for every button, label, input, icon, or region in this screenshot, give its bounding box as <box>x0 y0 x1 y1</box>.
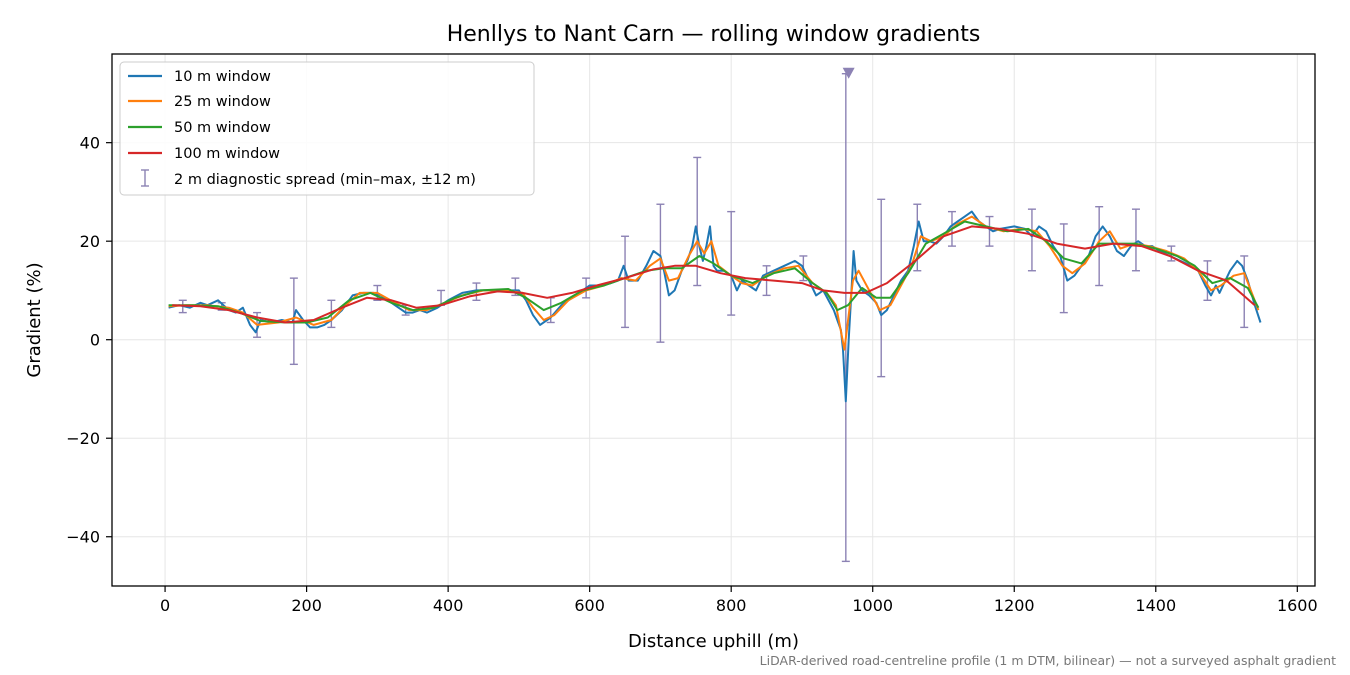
x-tick-label: 800 <box>716 596 747 615</box>
axis-ticks: 0 200 400 600 800 1000 1200 1400 1600 −40 −20 0 20 40 <box>66 134 1317 615</box>
errorbar <box>693 156 702 287</box>
errorbar <box>1203 260 1212 301</box>
x-tick-label: 1600 <box>1277 596 1318 615</box>
plot-series <box>168 73 1262 563</box>
x-axis-label: Distance uphill (m) <box>628 631 799 652</box>
x-tick-label: 1200 <box>994 596 1035 615</box>
x-tick-label: 1000 <box>852 596 893 615</box>
chart-caption: LiDAR-derived road-centreline profile (1… <box>760 653 1336 668</box>
errorbar <box>656 203 665 343</box>
x-tick-label: 0 <box>160 596 170 615</box>
legend-label-100m: 100 m window <box>174 146 280 162</box>
x-tick-label: 400 <box>433 596 464 615</box>
legend-swatch-errorbar <box>141 169 149 187</box>
legend-box <box>119 61 535 196</box>
y-tick-label: 40 <box>80 134 100 153</box>
errorbar <box>621 235 630 329</box>
series-line-2 <box>168 220 1260 324</box>
legend-label-10m: 10 m window <box>174 69 271 85</box>
plot-frame <box>111 53 1316 587</box>
y-tick-label: 20 <box>80 232 100 251</box>
y-tick-label: −40 <box>66 528 100 547</box>
errorbar <box>1027 208 1036 272</box>
errorbar <box>1131 208 1140 272</box>
legend: 10 m window 25 m window 50 m window 100 … <box>119 61 535 196</box>
chart-title: Henllys to Nant Carn — rolling window gr… <box>447 22 981 47</box>
series-line-3 <box>172 225 1256 324</box>
legend-label-errorbar: 2 m diagnostic spread (min–max, ±12 m) <box>174 172 476 188</box>
y-tick-label: 0 <box>90 331 100 350</box>
x-tick-label: 200 <box>291 596 322 615</box>
y-tick-label: −20 <box>66 429 100 448</box>
x-tick-label: 1400 <box>1135 596 1176 615</box>
errorbar <box>877 198 886 378</box>
errorbar <box>985 215 994 247</box>
legend-label-25m: 25 m window <box>174 94 271 110</box>
legend-label-50m: 50 m window <box>174 120 271 136</box>
y-axis-label: Gradient (%) <box>24 262 45 377</box>
x-tick-label: 600 <box>574 596 605 615</box>
errorbar <box>1240 255 1249 329</box>
errorbar <box>727 210 736 316</box>
clipped-value-marker <box>842 67 855 79</box>
